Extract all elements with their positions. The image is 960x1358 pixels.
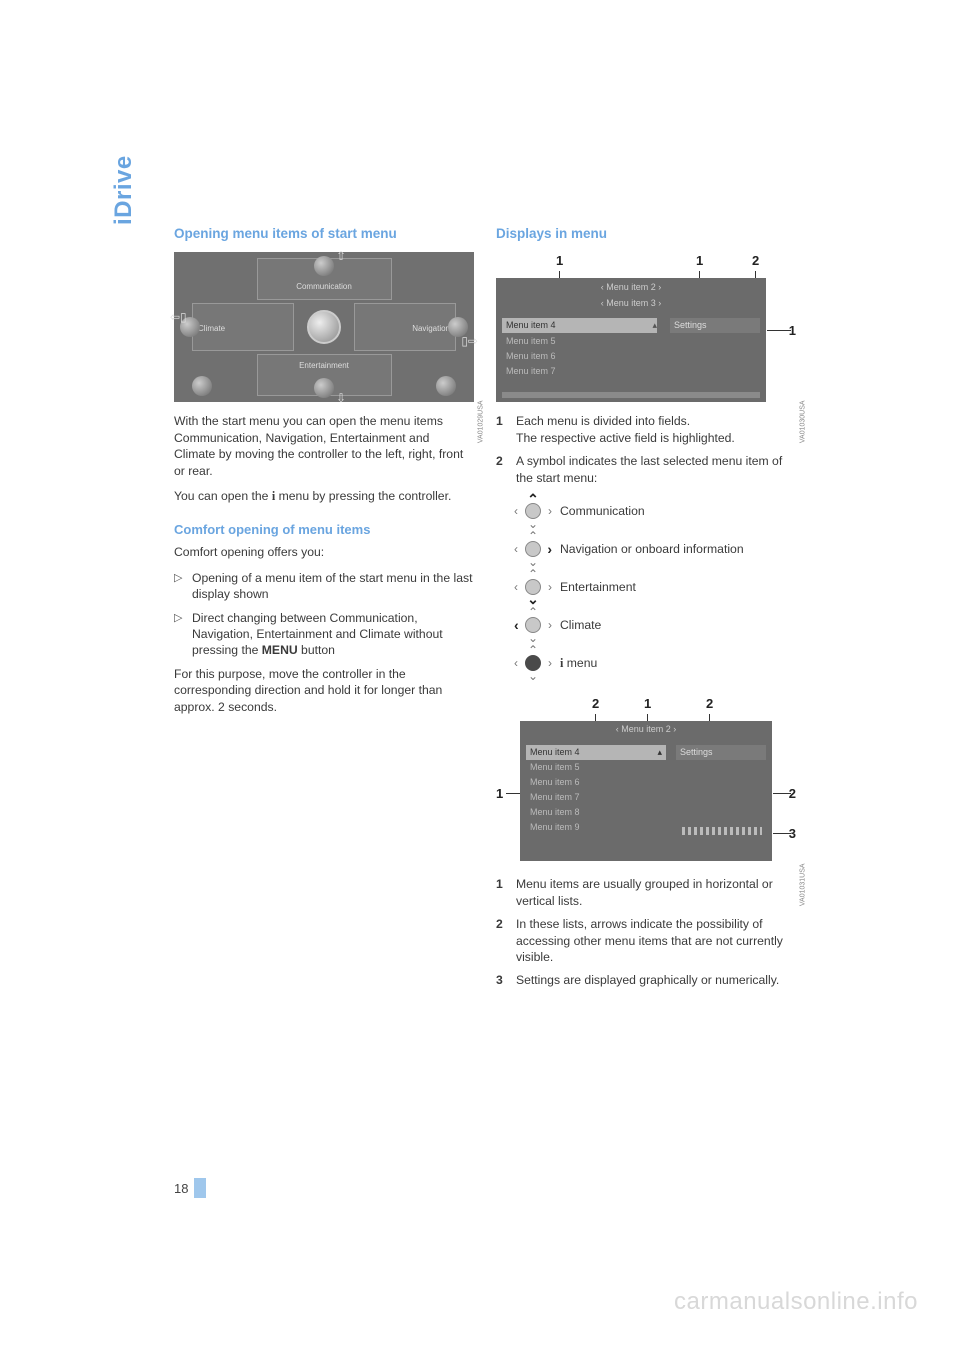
- figure-start-menu: Communication Climate Navigation Enterta…: [174, 252, 474, 402]
- text: menu by pressing the controller.: [275, 489, 451, 503]
- figure-code: VA01031USA: [799, 863, 808, 906]
- num-text: A symbol indicates the last selected men…: [516, 453, 796, 486]
- page-bar-icon: [194, 1178, 206, 1198]
- icon-label: Climate: [560, 617, 601, 633]
- numbered-item: 2 A symbol indicates the last selected m…: [496, 453, 796, 486]
- callout-2: 2: [752, 252, 759, 270]
- callout-1: 1: [496, 785, 503, 803]
- text: You can open the: [174, 489, 272, 503]
- direction-right-icon: ⌃⌄‹›: [516, 532, 550, 566]
- icon-label: Communication: [560, 503, 645, 519]
- fig1-label-right: Navigation: [412, 324, 450, 335]
- settings-tag: Settings: [670, 318, 760, 333]
- callout-1: 1: [556, 252, 563, 270]
- graphic-bar-icon: [682, 827, 762, 835]
- side-tab: iDrive: [110, 155, 138, 225]
- menu-row: Menu item 9: [526, 821, 666, 833]
- left-column: Opening menu items of start menu Communi…: [174, 225, 474, 996]
- icon-row-entertainment: ⌃⌄‹› Entertainment: [516, 569, 796, 605]
- num-2: 2: [496, 453, 516, 486]
- page-number-text: 18: [174, 1181, 188, 1196]
- icon-row-communication: ⌃⌄‹› Communication: [516, 493, 796, 529]
- knob-br-icon: [436, 376, 456, 396]
- icon-row-imenu: ⌃⌄‹› i menu: [516, 645, 796, 681]
- page-number: 18: [174, 1178, 206, 1198]
- list-item: ▷ Direct changing between Communication,…: [174, 610, 474, 659]
- icon-label: Navigation or onboard information: [560, 541, 744, 557]
- direction-left-icon: ⌃⌄‹›: [516, 608, 550, 642]
- num-text: In these lists, arrows indicate the poss…: [516, 916, 796, 965]
- fig1-label-top: Communication: [174, 282, 474, 293]
- settings-tag: Settings: [676, 745, 766, 760]
- menu-row: Menu item 6: [526, 776, 666, 788]
- text: button: [298, 643, 335, 657]
- direction-up-icon: ⌃⌄‹›: [516, 494, 550, 528]
- fig1-label-left: Climate: [198, 324, 225, 335]
- icon-table: ⌃⌄‹› Communication ⌃⌄‹› Navigation or on…: [496, 493, 796, 681]
- callout-1: 1: [696, 252, 703, 270]
- bullet-icon: ▷: [174, 570, 192, 603]
- heading-opening-menu: Opening menu items of start menu: [174, 225, 474, 243]
- num-text: Settings are displayed graphically or nu…: [516, 972, 779, 988]
- callout-2: 2: [592, 695, 599, 713]
- numbered-item: 1 Each menu is divided into fields. The …: [496, 413, 796, 446]
- screen-mock: ‹ Menu item 2 › ‹ Menu item 3 › Menu ite…: [496, 278, 766, 402]
- watermark: carmanualsonline.info: [674, 1288, 918, 1316]
- direction-press-icon: ⌃⌄‹›: [516, 646, 550, 680]
- icon-label: i menu: [560, 655, 597, 671]
- num-2: 2: [496, 916, 516, 965]
- menu-row: Menu item 5: [526, 761, 666, 773]
- icon-row-navigation: ⌃⌄‹› Navigation or onboard information: [516, 531, 796, 567]
- screen-mock: ‹ Menu item 2 › Menu item 4 ▴ Settings M…: [520, 721, 772, 861]
- list-text: Direct changing between Communication, N…: [192, 610, 474, 659]
- menu-row: Menu item 7: [502, 364, 652, 379]
- paragraph: Comfort opening offers you:: [174, 544, 474, 560]
- fig1-label-bottom: Entertainment: [174, 361, 474, 372]
- menu-row: Menu item 5: [502, 334, 652, 349]
- paragraph: With the start menu you can open the men…: [174, 413, 474, 479]
- direction-down-icon: ⌃⌄‹›: [516, 570, 550, 604]
- icon-row-climate: ⌃⌄‹› Climate: [516, 607, 796, 643]
- callout-1: 1: [644, 695, 651, 713]
- paragraph: You can open the i menu by pressing the …: [174, 488, 474, 504]
- right-column: Displays in menu 1 1 2 1 1 ‹ Menu item 2…: [496, 225, 796, 996]
- icon-label: Entertainment: [560, 579, 636, 595]
- list-text: Opening of a menu item of the start menu…: [192, 570, 474, 603]
- numbered-item: 2 In these lists, arrows indicate the po…: [496, 916, 796, 965]
- text: Menu item 2: [606, 282, 656, 292]
- menu-row: Menu item 7: [526, 791, 666, 803]
- figure-code: VA01029USA: [477, 400, 486, 443]
- figure-displays-1: 1 1 2 1 1 ‹ Menu item 2 › ‹ Menu item 3 …: [496, 252, 796, 402]
- numbered-item: 3 Settings are displayed graphically or …: [496, 972, 796, 988]
- menu-button-label: MENU: [262, 643, 298, 657]
- num-text: Each menu is divided into fields. The re…: [516, 413, 735, 446]
- list-item: ▷ Opening of a menu item of the start me…: [174, 570, 474, 603]
- figure-code: VA01030USA: [799, 400, 808, 443]
- controller-knob-icon: [307, 310, 341, 344]
- menu-row-selected: Menu item 4 ▴: [526, 745, 666, 760]
- page-body: Opening menu items of start menu Communi…: [174, 225, 799, 996]
- num-1: 1: [496, 876, 516, 909]
- numbered-item: 1 Menu items are usually grouped in hori…: [496, 876, 796, 909]
- bullet-icon: ▷: [174, 610, 192, 659]
- num-text: Menu items are usually grouped in horizo…: [516, 876, 796, 909]
- text: Menu item 3: [606, 298, 656, 308]
- figure-displays-2: 2 1 2 1 2 3 ‹ Menu item 2 › Menu item 4 …: [496, 695, 796, 865]
- paragraph: For this purpose, move the controller in…: [174, 666, 474, 715]
- heading-comfort-opening: Comfort opening of menu items: [174, 521, 474, 539]
- menu-row-selected: Menu item 4 ▴: [502, 318, 657, 333]
- knob-bl-icon: [192, 376, 212, 396]
- num-3: 3: [496, 972, 516, 988]
- heading-displays-in-menu: Displays in menu: [496, 225, 796, 243]
- menu-row: Menu item 6: [502, 349, 652, 364]
- callout-2: 2: [706, 695, 713, 713]
- num-1: 1: [496, 413, 516, 446]
- menu-row: Menu item 8: [526, 806, 666, 818]
